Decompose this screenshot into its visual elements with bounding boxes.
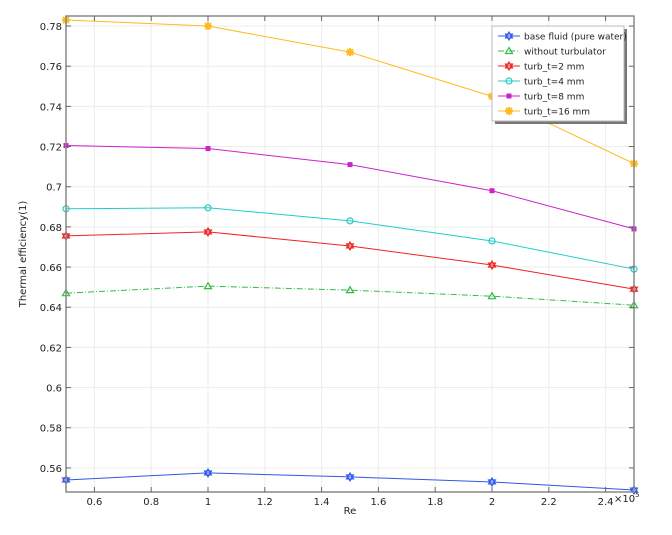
x-tick-label: 1.6 — [370, 497, 386, 508]
hexagram-marker — [203, 470, 213, 479]
legend: base fluid (pure water) without turbulato… — [491, 25, 627, 124]
x-tick-label: 1.8 — [427, 497, 443, 508]
series-base-fluid-pure-water- — [61, 467, 639, 496]
x-tick-label: 1 — [205, 497, 211, 508]
square-marker — [506, 93, 512, 99]
y-tick-label: 0.66 — [40, 263, 62, 274]
series-without-turbulator — [61, 281, 639, 309]
legend-label: without turbulator — [524, 48, 606, 58]
hexagram-marker — [345, 243, 355, 252]
hexagram-marker — [504, 30, 514, 39]
y-tick-label: 0.7 — [46, 183, 62, 194]
hexagram-marker — [487, 262, 497, 271]
triangle-marker — [487, 291, 497, 300]
y-tick-label: 0.68 — [40, 223, 62, 234]
hexagram-marker — [345, 471, 355, 480]
hexagram-marker — [487, 479, 497, 488]
star-marker — [204, 22, 212, 31]
y-tick-label: 0.64 — [40, 303, 62, 314]
series-line — [65, 231, 635, 290]
hexagram-marker — [504, 33, 514, 42]
x-multiplier: ×105 — [614, 491, 640, 505]
legend-box — [491, 25, 625, 122]
triangle-marker — [504, 46, 514, 55]
x-tick-label: 2 — [489, 497, 495, 508]
y-tick-label: 0.56 — [40, 464, 62, 475]
legend-label: turb_t=16 mm — [524, 108, 590, 118]
legend-label: base fluid (pure water) — [524, 33, 627, 43]
series-line — [65, 285, 635, 306]
series-line — [65, 472, 635, 491]
x-tick-label: 1.4 — [314, 497, 330, 508]
circle-marker — [204, 204, 212, 212]
legend-label: turb_t=2 mm — [524, 63, 584, 73]
y-tick-label: 0.6 — [46, 384, 62, 395]
series-turb-t-4-mm — [62, 204, 638, 273]
legend-label: turb_t=8 mm — [524, 93, 584, 103]
hexagram-marker — [504, 63, 514, 72]
x-tick-label: 1.2 — [257, 497, 273, 508]
hexagram-marker — [487, 476, 497, 485]
ticks: 0.6 0.8 1 1.2 1.4 1.6 1.8 2 2.2 2.4 0.56 0.58 0.6 0.6… — [40, 16, 634, 508]
y-axis-label: Thermal efficiency(1) — [18, 201, 29, 309]
triangle-marker — [345, 285, 355, 294]
series-turb-t-2-mm — [61, 226, 639, 295]
hexagram-marker — [487, 259, 497, 268]
series-line — [65, 207, 635, 270]
legend-label: turb_t=4 mm — [524, 78, 584, 88]
x-tick-label: 2.2 — [541, 497, 557, 508]
x-tick-label: 2.4 — [598, 497, 614, 508]
square-marker — [489, 188, 495, 194]
x-tick-label: 0.8 — [143, 497, 159, 508]
y-tick-label: 0.58 — [40, 424, 62, 435]
hexagram-marker — [504, 60, 514, 69]
hexagram-marker — [203, 226, 213, 235]
star-marker — [505, 107, 513, 115]
plot-frame — [65, 15, 635, 493]
circle-marker — [505, 77, 513, 85]
y-tick-label: 0.78 — [40, 22, 62, 33]
square-marker — [347, 162, 353, 168]
hexagram-marker — [203, 467, 213, 476]
y-tick-label: 0.62 — [40, 343, 62, 354]
triangle-marker — [203, 281, 213, 290]
hexagram-marker — [203, 229, 213, 237]
square-marker — [205, 146, 211, 152]
hexagram-marker — [345, 474, 355, 483]
y-tick-label: 0.76 — [40, 62, 62, 73]
x-tick-label: 0.6 — [86, 497, 102, 508]
y-tick-label: 0.74 — [40, 102, 62, 113]
circle-marker — [346, 217, 354, 225]
y-tick-label: 0.72 — [40, 143, 62, 154]
hexagram-marker — [345, 240, 355, 249]
x-axis-label: Re — [344, 506, 357, 517]
circle-marker — [488, 237, 496, 245]
star-marker — [346, 48, 354, 57]
